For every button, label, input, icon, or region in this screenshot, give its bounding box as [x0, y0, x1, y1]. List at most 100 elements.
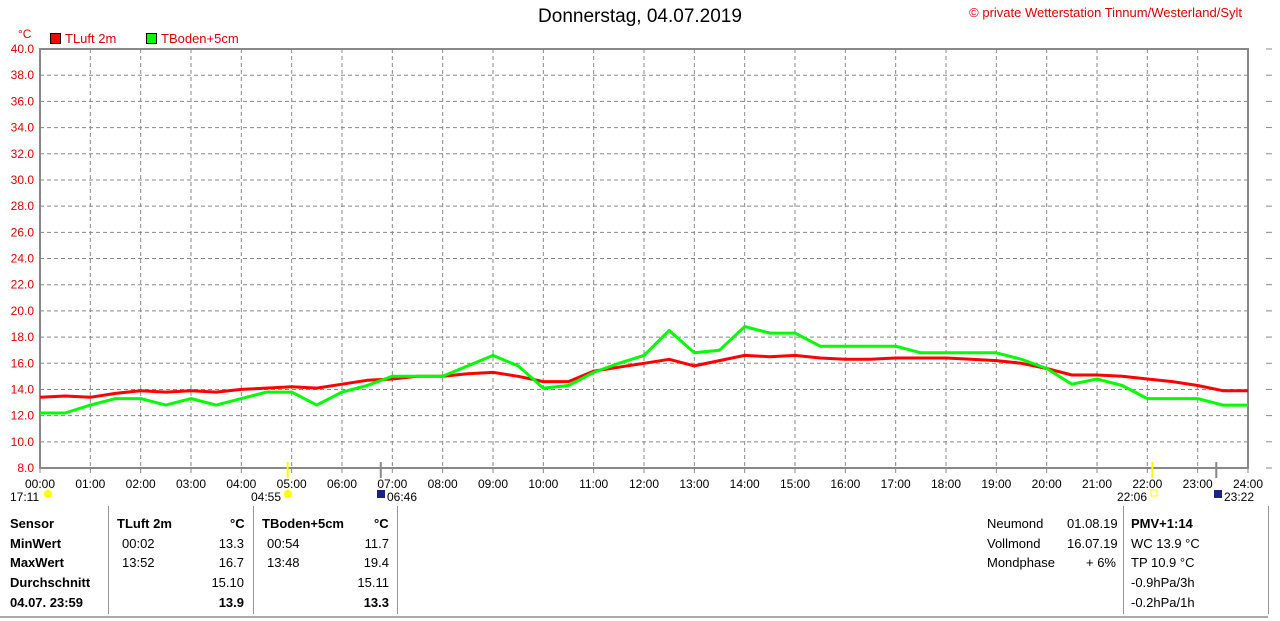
- sunrise-time: 04:55: [251, 490, 282, 504]
- x-tick-label: 14:00: [730, 477, 760, 491]
- moon-time: 23:22: [1224, 490, 1255, 504]
- x-tick-label: 09:00: [478, 477, 508, 491]
- divider: [397, 506, 398, 614]
- dewpoint-value: TP 10.9 °C: [1131, 555, 1195, 570]
- stats-v1: 13.9: [218, 595, 244, 610]
- legend-label: TBoden+5cm: [161, 31, 239, 46]
- y-tick-label: 12.0: [11, 409, 35, 423]
- stats-label: MaxWert: [10, 555, 64, 570]
- x-tick-label: 17:00: [881, 477, 911, 491]
- credit-text: © private Wetterstation Tinnum/Westerlan…: [969, 5, 1242, 20]
- y-tick-label: 38.0: [11, 68, 35, 82]
- legend-tluft[interactable]: TLuft 2m: [50, 31, 116, 46]
- pmv-value: PMV+1:14: [1131, 516, 1193, 531]
- y-tick-label: 8.0: [17, 461, 34, 475]
- windchill-value: WC 13.9 °C: [1131, 536, 1200, 551]
- y-tick-label: 22.0: [11, 278, 35, 292]
- header-tluft: TLuft 2m: [117, 516, 172, 531]
- legend-label: TLuft 2m: [65, 31, 117, 46]
- bottom-rule: [0, 616, 1268, 618]
- header-unit: °C: [374, 516, 389, 531]
- y-tick-label: 14.0: [11, 382, 35, 396]
- y-tick-label: 40.0: [11, 42, 35, 56]
- stats-label: MinWert: [10, 536, 62, 551]
- y-tick-label: 26.0: [11, 225, 35, 239]
- moon-icon: [377, 490, 385, 498]
- moon-label: Neumond: [987, 516, 1044, 531]
- chart-title: Donnerstag, 04.07.2019: [538, 6, 742, 27]
- moon-icon: [1214, 490, 1222, 498]
- moon-label: Mondphase: [987, 555, 1055, 570]
- stats-label: Durchschnitt: [10, 575, 91, 590]
- divider: [108, 506, 109, 614]
- stats-t2: 13:48: [267, 555, 300, 570]
- x-tick-label: 23:00: [1183, 477, 1213, 491]
- pressure-1h: -0.2hPa/1h: [1131, 595, 1195, 610]
- x-tick-label: 01:00: [75, 477, 105, 491]
- y-tick-label: 20.0: [11, 304, 35, 318]
- header-sensor: Sensor: [10, 516, 55, 531]
- x-tick-label: 21:00: [1082, 477, 1112, 491]
- x-tick-label: 22:00: [1132, 477, 1162, 491]
- stats-v2: 13.3: [363, 595, 389, 610]
- stats-t1: 13:52: [122, 555, 155, 570]
- sunset-icon: [1150, 489, 1158, 497]
- stats-v1: 16.7: [218, 555, 244, 570]
- x-tick-label: 06:00: [327, 477, 357, 491]
- x-tick-label: 16:00: [830, 477, 860, 491]
- x-tick-label: 03:00: [176, 477, 206, 491]
- x-tick-label: 04:00: [226, 477, 256, 491]
- stats-v1: 13.3: [218, 536, 244, 551]
- x-tick-label: 00:00: [25, 477, 55, 491]
- stats-t2: 00:54: [267, 536, 300, 551]
- stats-t1: 00:02: [122, 536, 155, 551]
- series-line-0: [39, 353, 1248, 399]
- plot-frame: [39, 48, 1249, 469]
- moon-value: 01.08.19: [1067, 516, 1118, 531]
- x-tick-label: 15:00: [780, 477, 810, 491]
- legend-swatch-red: [50, 33, 61, 44]
- moon-value: + 6%: [1086, 555, 1116, 570]
- x-tick-label: 08:00: [428, 477, 458, 491]
- moon-icon: [44, 490, 52, 498]
- legend-tboden[interactable]: TBoden+5cm: [146, 31, 239, 46]
- x-tick-label: 02:00: [126, 477, 156, 491]
- x-tick-label: 05:00: [277, 477, 307, 491]
- x-tick-label: 10:00: [528, 477, 558, 491]
- moonset-time: 17:11: [10, 490, 40, 504]
- sun-icon: [284, 490, 292, 498]
- y-tick-label: 18.0: [11, 330, 35, 344]
- y-tick-label: 10.0: [11, 435, 35, 449]
- x-tick-label: 24:00: [1233, 477, 1263, 491]
- stats-v1: 15.10: [211, 575, 244, 590]
- y-tick-label: 16.0: [11, 356, 35, 370]
- header-tboden: TBoden+5cm: [262, 516, 344, 531]
- stats-v2: 15.11: [357, 575, 389, 590]
- y-tick-label: 32.0: [11, 147, 35, 161]
- moon-value: 16.07.19: [1067, 536, 1118, 551]
- y-tick-label: 34.0: [11, 121, 35, 135]
- y-unit: °C: [18, 27, 32, 41]
- x-tick-label: 13:00: [679, 477, 709, 491]
- x-tick-label: 20:00: [1032, 477, 1062, 491]
- stats-v2: 19.4: [363, 555, 389, 570]
- stats-v2: 11.7: [364, 536, 389, 551]
- moonrise-time: 06:46: [387, 490, 418, 504]
- x-tick-label: 18:00: [931, 477, 961, 491]
- moon-label: Vollmond: [987, 536, 1041, 551]
- stats-label: 04.07. 23:59: [10, 595, 84, 610]
- x-tick-label: 11:00: [579, 477, 608, 491]
- x-tick-label: 19:00: [981, 477, 1011, 491]
- y-tick-label: 36.0: [11, 94, 35, 108]
- y-tick-label: 30.0: [11, 173, 35, 187]
- header-unit: °C: [230, 516, 245, 531]
- y-tick-label: 28.0: [11, 199, 35, 213]
- pressure-3h: -0.9hPa/3h: [1131, 575, 1195, 590]
- legend-swatch-green: [146, 33, 157, 44]
- x-tick-label: 07:00: [377, 477, 407, 491]
- divider: [1268, 506, 1269, 614]
- divider: [1123, 506, 1124, 614]
- x-tick-label: 12:00: [629, 477, 659, 491]
- sunset-time: 22:06: [1117, 490, 1148, 504]
